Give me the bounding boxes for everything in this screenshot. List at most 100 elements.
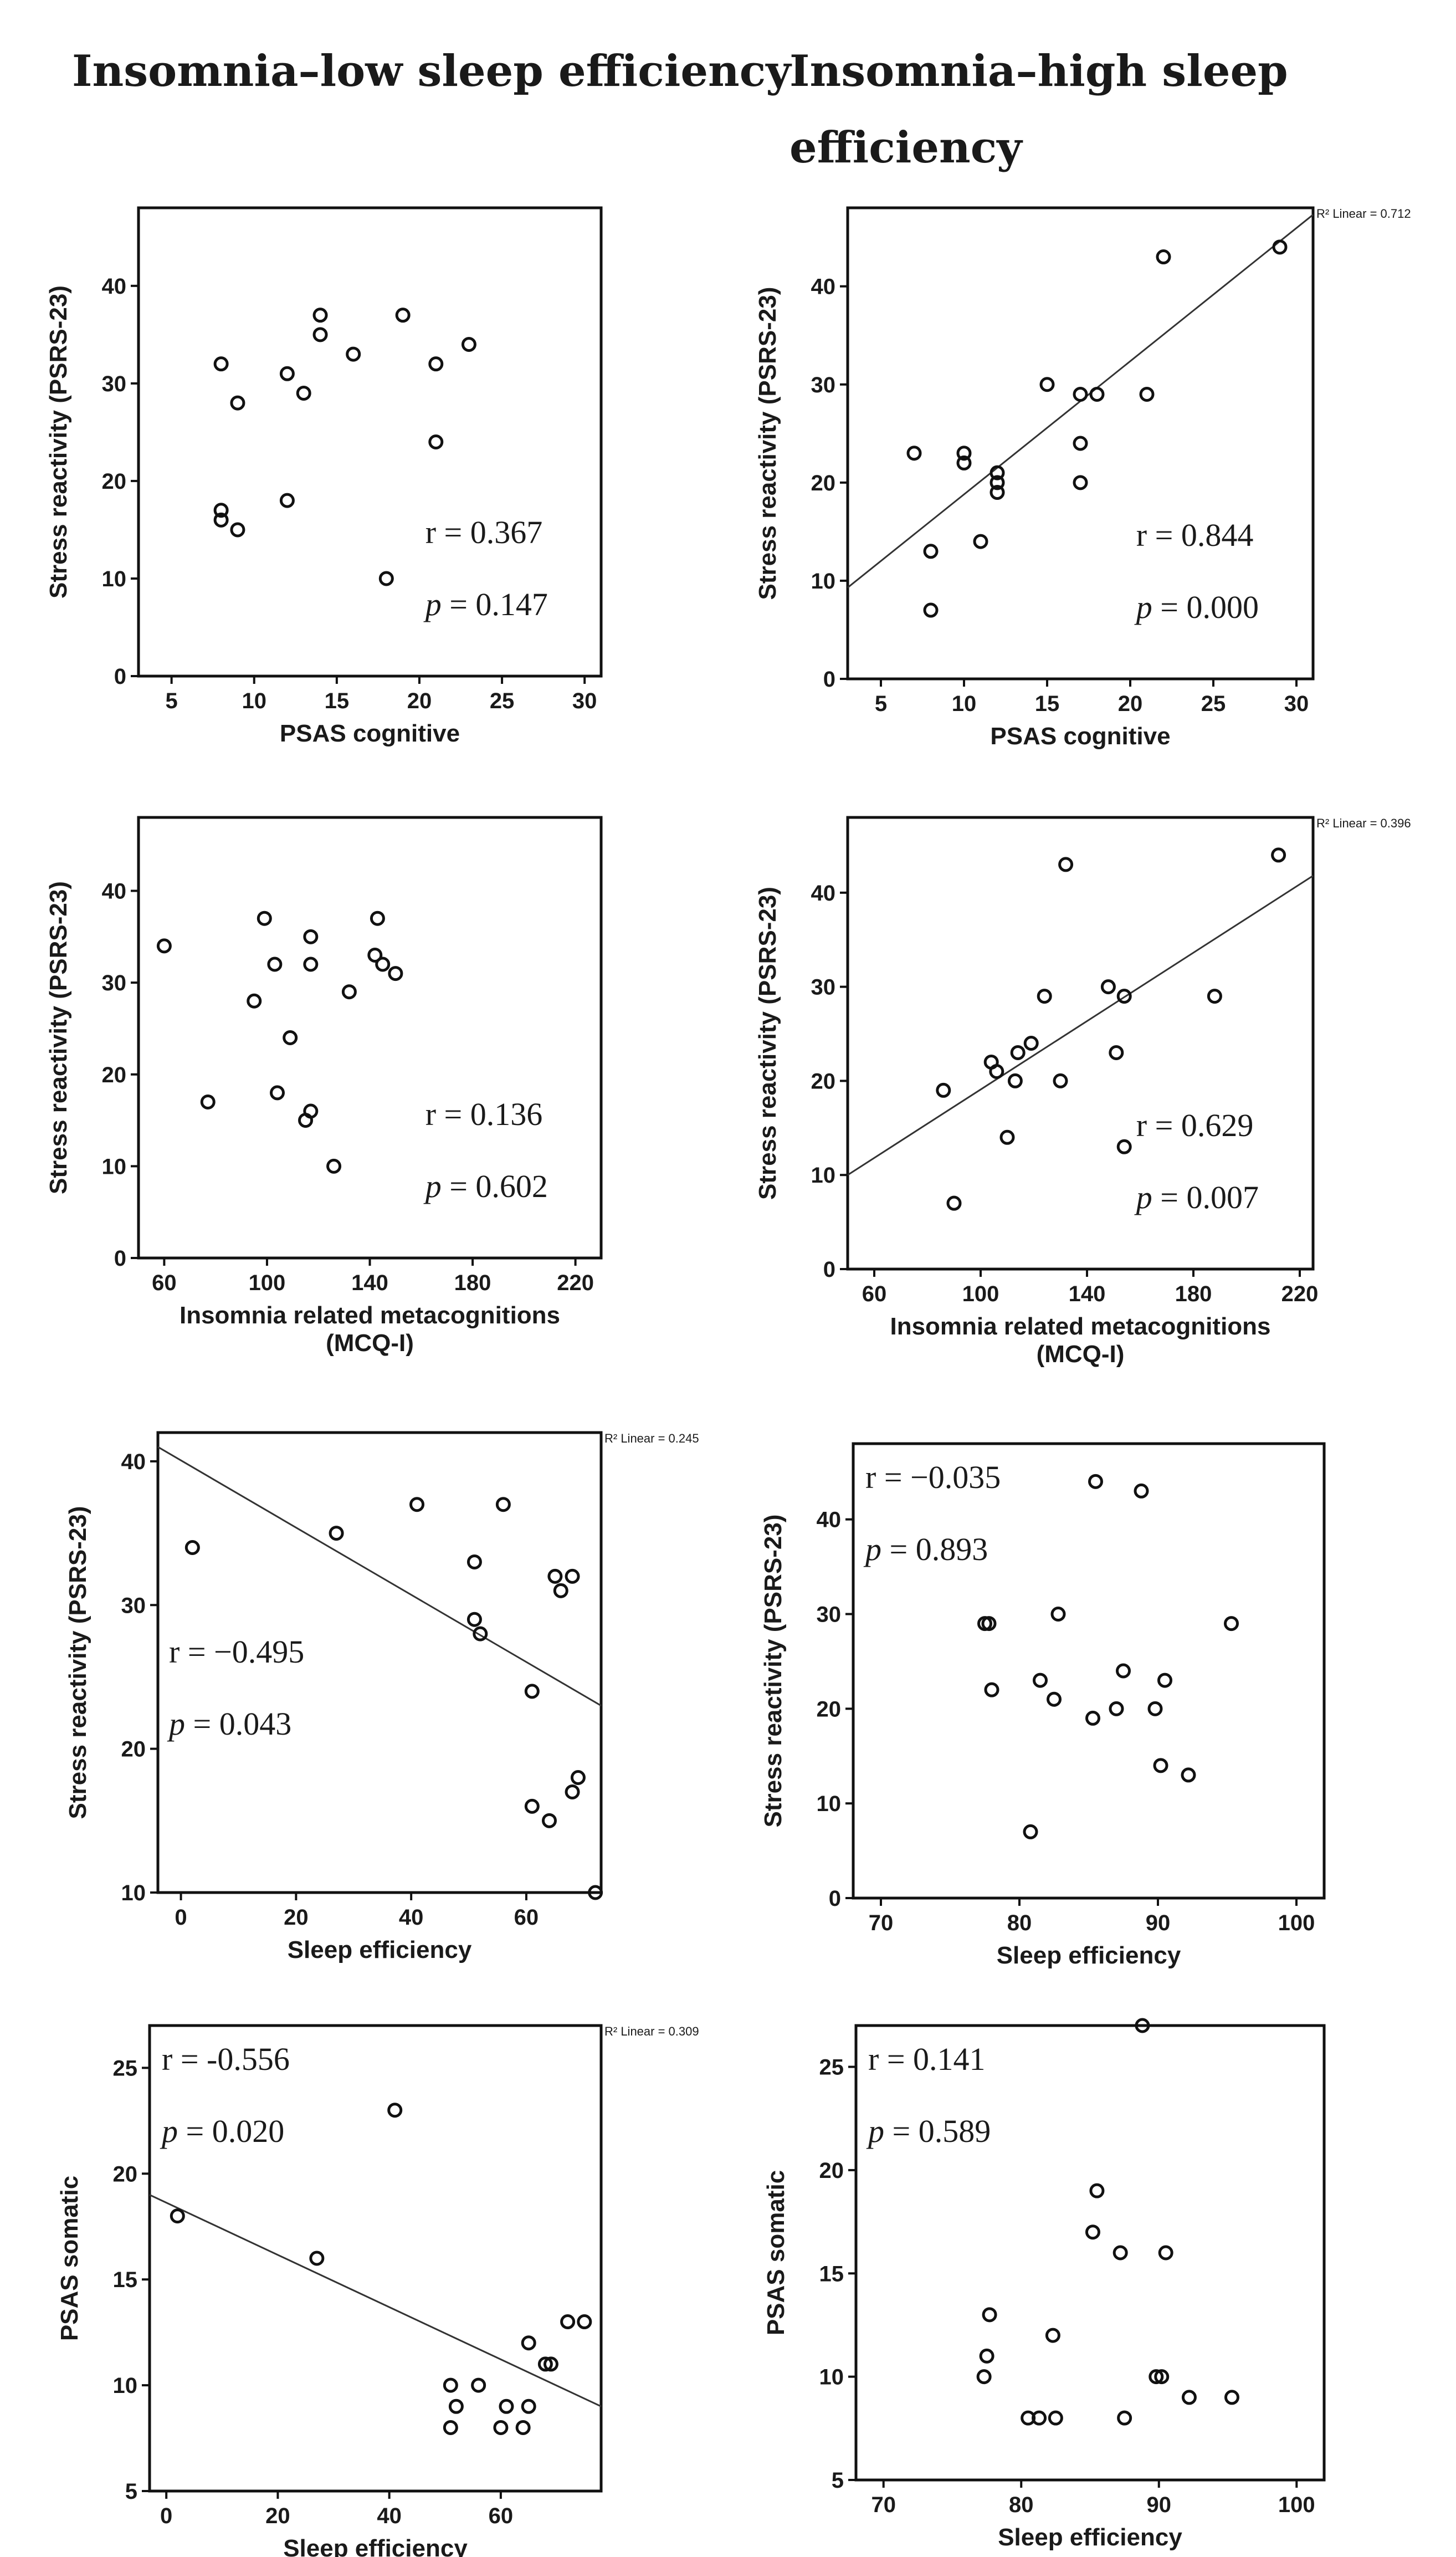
- data-point: [553, 1583, 568, 1598]
- data-point: [499, 2399, 514, 2414]
- data-point: [906, 446, 922, 461]
- y-tick-label: 10: [102, 567, 127, 591]
- y-tick-label: 0: [823, 1257, 835, 1282]
- r-value: r = −0.035: [865, 1459, 1001, 1495]
- data-point: [1058, 857, 1074, 872]
- data-point: [923, 544, 939, 559]
- p-value: p = 0.893: [863, 1531, 988, 1567]
- x-tick-label: 60: [152, 1271, 177, 1295]
- data-point: [466, 1612, 482, 1627]
- data-point: [1271, 847, 1286, 863]
- data-point: [956, 455, 972, 471]
- y-tick-label: 40: [811, 881, 836, 906]
- y-tick-label: 10: [811, 1163, 836, 1188]
- data-point: [1134, 1483, 1149, 1499]
- data-point: [524, 1684, 540, 1699]
- y-tick-label: 0: [114, 664, 126, 689]
- r-value: r = 0.844: [1136, 517, 1254, 553]
- data-point: [1047, 1691, 1062, 1707]
- data-point: [213, 512, 229, 528]
- regression-line: [149, 2194, 602, 2407]
- p-symbol: p: [866, 2113, 884, 2149]
- x-tick-label: 180: [1175, 1282, 1212, 1306]
- y-tick-label: 20: [113, 2162, 138, 2186]
- plot-frame: [148, 2024, 603, 2493]
- data-point: [466, 1554, 482, 1569]
- y-axis-label: PSAS somatic: [762, 2170, 789, 2335]
- y-tick-label: 40: [811, 275, 836, 299]
- data-point: [1207, 989, 1222, 1004]
- data-point: [213, 356, 229, 372]
- x-tick-label: 220: [1281, 1282, 1319, 1306]
- plot-frame: [137, 206, 603, 678]
- x-axis-label: PSAS cognitive: [280, 720, 460, 747]
- data-point: [1181, 1767, 1196, 1783]
- y-tick-label: 15: [113, 2268, 138, 2292]
- x-tick-label: 70: [869, 1911, 894, 1935]
- p-value: p = 0.147: [423, 586, 548, 622]
- x-axis-label: (MCQ-I): [1037, 1341, 1125, 1368]
- y-tick-label: 20: [817, 1697, 842, 1721]
- header-right-line1: Insomnia–high sleep: [789, 46, 1288, 96]
- x-tick-label: 60: [514, 1905, 539, 1930]
- y-axis-label: Stress reactivity (PSRS-23): [754, 887, 781, 1200]
- data-point: [565, 1784, 580, 1799]
- data-point: [946, 1195, 962, 1211]
- r-value: r = 0.136: [425, 1096, 543, 1132]
- y-tick-label: 30: [811, 975, 836, 1000]
- y-tick-label: 25: [113, 2056, 138, 2080]
- data-point: [956, 446, 972, 461]
- data-point: [1117, 2410, 1132, 2426]
- data-point: [570, 1770, 586, 1785]
- data-point: [283, 1030, 298, 1045]
- x-tick-label: 30: [1284, 692, 1309, 716]
- data-point: [1272, 239, 1288, 255]
- data-point: [1045, 2328, 1060, 2343]
- data-point: [428, 434, 444, 449]
- x-tick-label: 5: [166, 689, 178, 713]
- data-point: [537, 2356, 553, 2372]
- data-point: [1112, 2245, 1128, 2261]
- x-tick-label: 20: [407, 689, 432, 713]
- x-tick-label: 100: [1278, 2493, 1315, 2517]
- x-axis-label: Insomnia related metacognitions: [180, 1302, 560, 1329]
- r-value: r = 0.367: [425, 514, 543, 550]
- data-point: [1088, 1474, 1103, 1489]
- r-squared-label: R² Linear = 0.396: [1316, 816, 1411, 830]
- p-symbol: p: [160, 2113, 178, 2149]
- data-point: [543, 2356, 558, 2372]
- x-tick-label: 40: [377, 2504, 402, 2528]
- data-point: [200, 1094, 216, 1109]
- data-point: [1156, 249, 1171, 265]
- data-point: [443, 2420, 458, 2435]
- data-point: [982, 2307, 997, 2323]
- x-tick-label: 60: [489, 2504, 514, 2528]
- data-point: [588, 1885, 603, 1900]
- data-point: [443, 2377, 458, 2393]
- data-point: [1007, 1073, 1023, 1088]
- data-point: [1085, 2224, 1100, 2240]
- y-tick-label: 30: [102, 971, 127, 995]
- chart-b1: 0 10 20 30 40 5 10 15 20 25 30 PSAS cognitive Stress…: [754, 206, 1411, 750]
- data-point: [312, 308, 328, 323]
- data-point: [547, 1568, 563, 1584]
- p-number: = 0.147: [442, 586, 548, 622]
- y-tick-label: 20: [819, 2159, 844, 2183]
- data-point: [999, 1129, 1015, 1145]
- y-axis-label: Stress reactivity (PSRS-23): [760, 1515, 787, 1828]
- data-point: [1116, 1139, 1132, 1154]
- x-tick-label: 20: [284, 1905, 309, 1930]
- x-tick-label: 100: [249, 1271, 286, 1295]
- y-tick-label: 30: [811, 373, 836, 397]
- data-point: [1048, 2410, 1063, 2426]
- data-point: [303, 957, 319, 972]
- p-number: = 0.000: [1152, 589, 1259, 625]
- x-tick-label: 5: [875, 692, 887, 716]
- data-point: [1085, 1710, 1100, 1726]
- x-tick-label: 100: [1278, 1911, 1315, 1935]
- data-point: [1157, 1673, 1172, 1688]
- data-point: [979, 2348, 994, 2364]
- data-point: [395, 308, 411, 323]
- y-tick-label: 15: [819, 2262, 844, 2286]
- data-point: [577, 2314, 592, 2330]
